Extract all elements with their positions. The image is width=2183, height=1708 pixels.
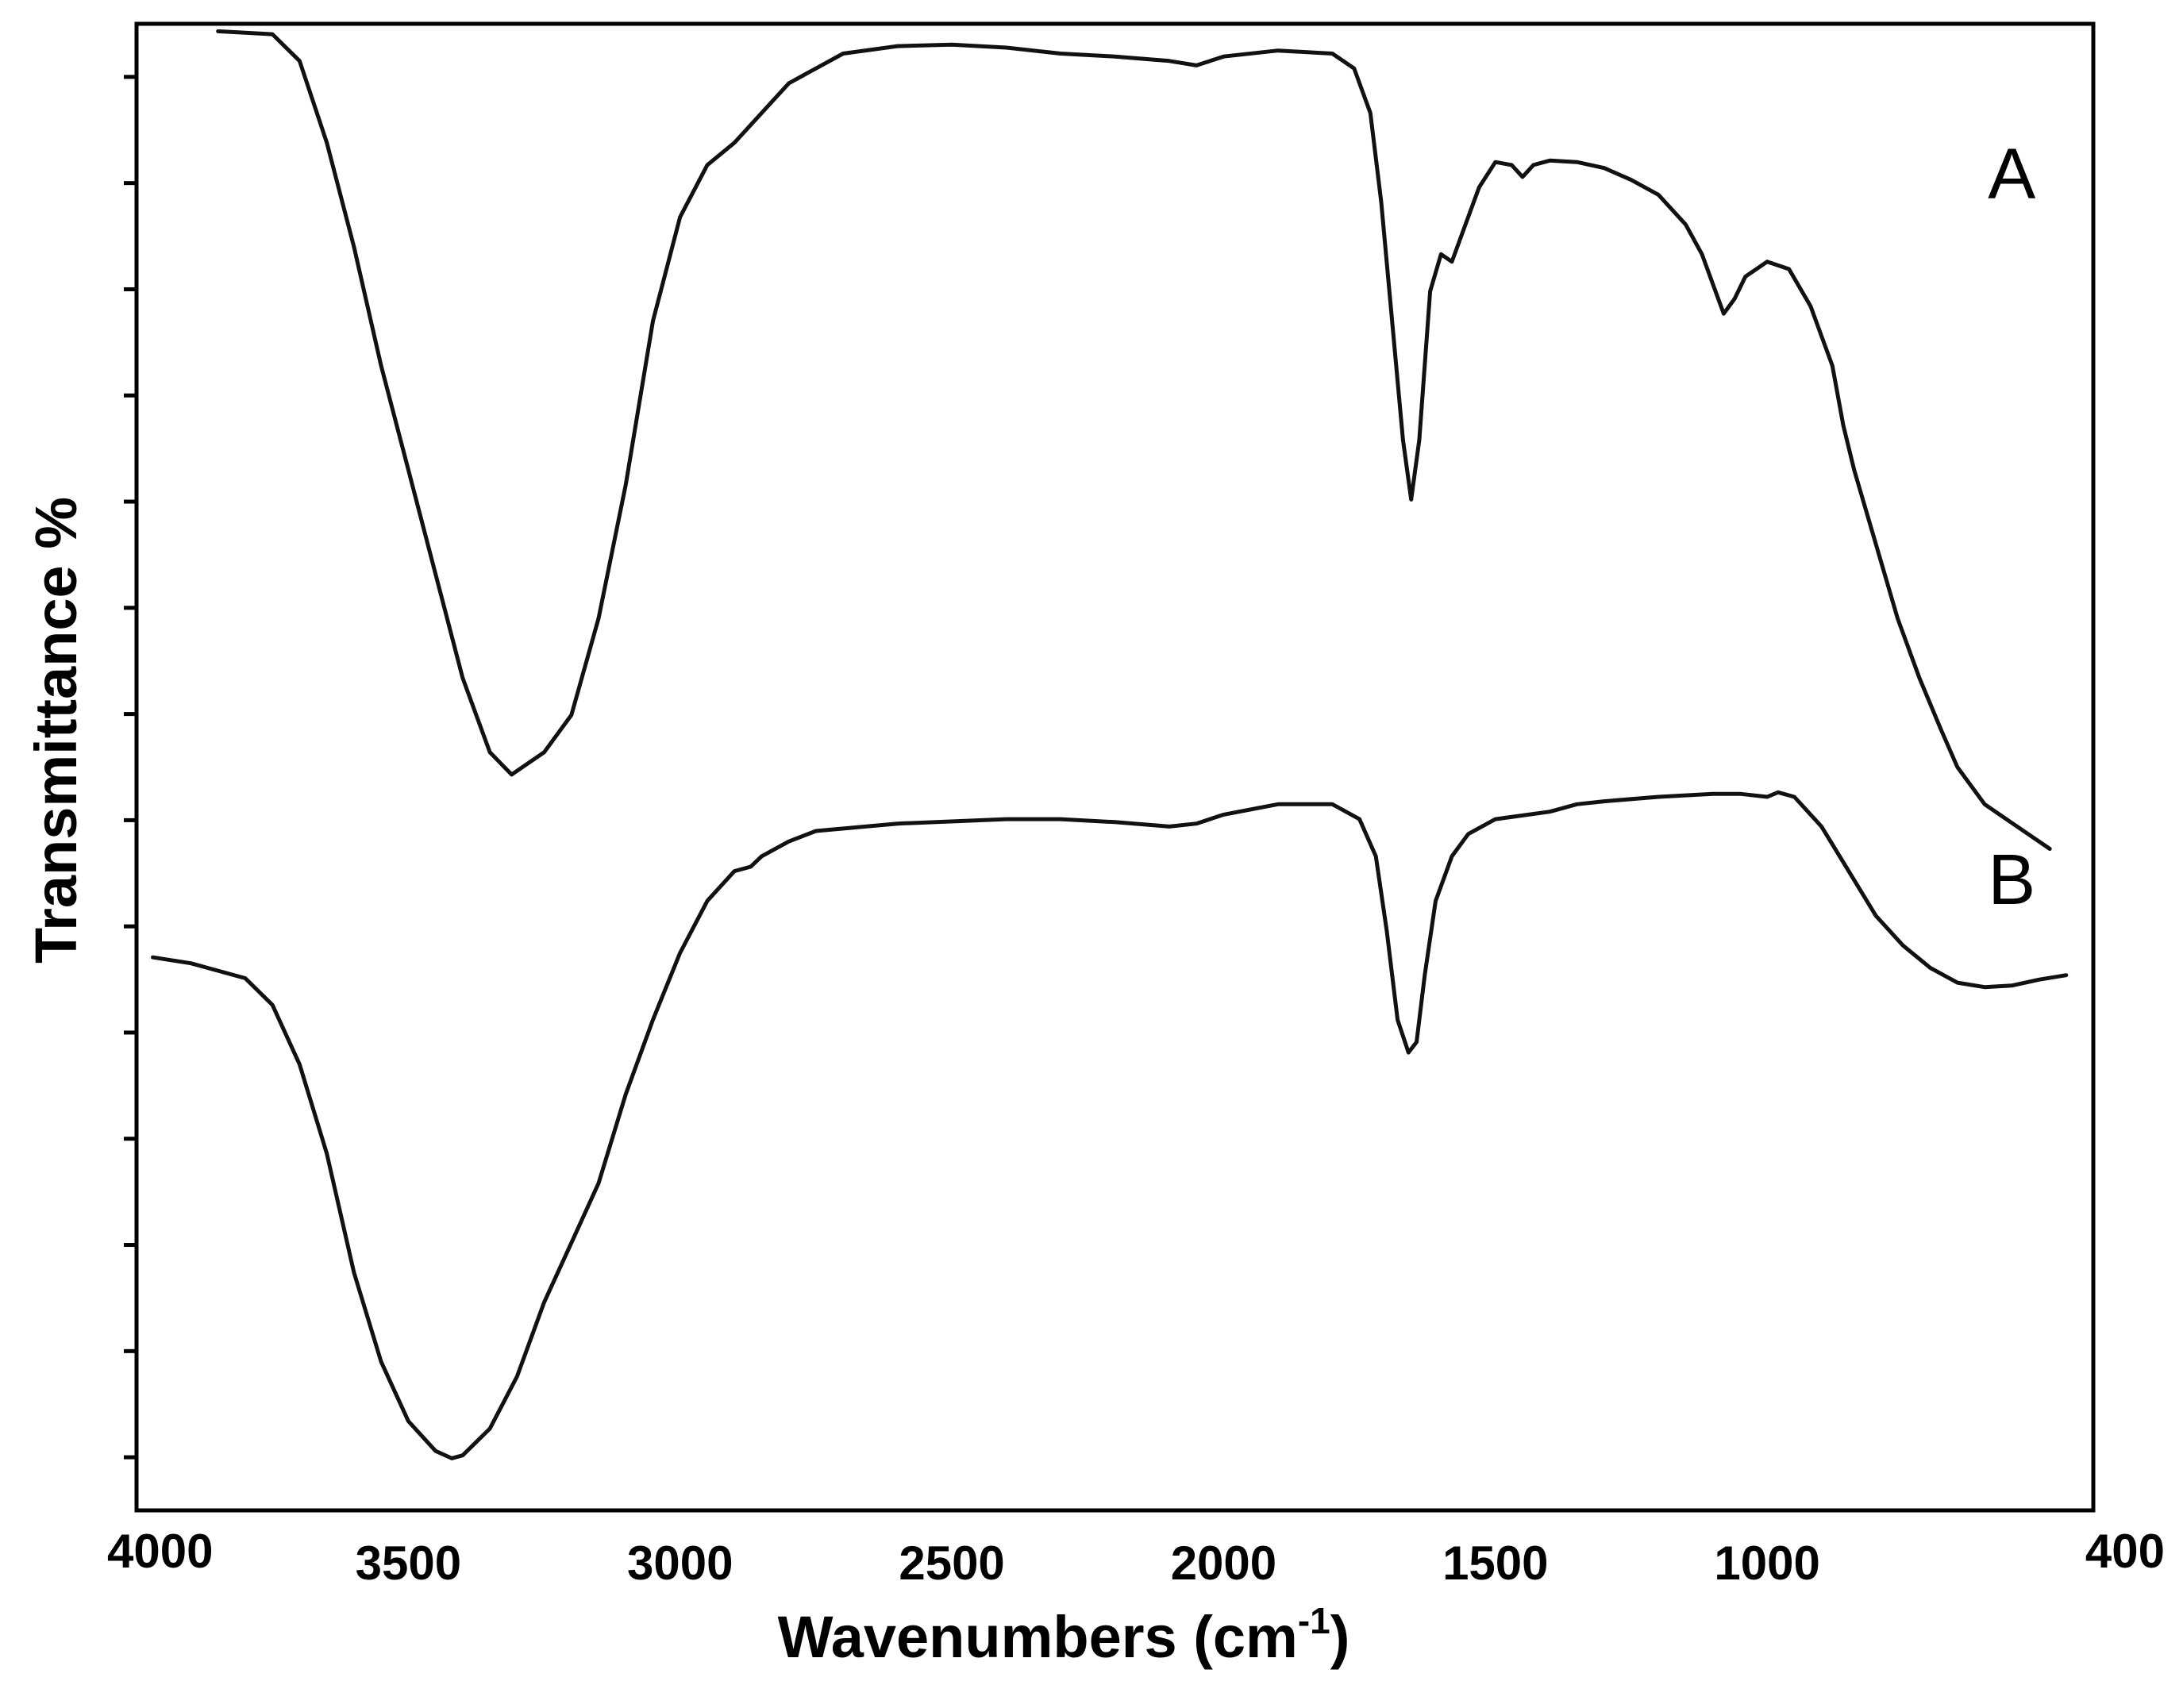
y-axis-ticks [124, 75, 137, 1460]
series-label-b: B [1988, 841, 2035, 920]
series-label-a: A [1988, 134, 2035, 213]
x-tick-label: 3500 [356, 1537, 461, 1590]
x-axis-title-main: Wavenumbers (cm [778, 1604, 1298, 1670]
y-axis-title: Transmittance % [23, 497, 89, 964]
series-layer [151, 29, 2069, 1460]
x-tick-label: 400 [2085, 1525, 2165, 1578]
x-tick-label: 4000 [107, 1525, 213, 1578]
plot-frame [134, 21, 2096, 1513]
x-tick-label: 1500 [1442, 1537, 1548, 1590]
x-tick-label: 2500 [899, 1537, 1004, 1590]
x-axis-title-superscript: -1 [1298, 1600, 1330, 1641]
x-tick-label: 2000 [1171, 1537, 1276, 1590]
x-axis-title-close: ) [1330, 1604, 1350, 1670]
series-line-b [151, 790, 2069, 1460]
x-tick-label: 1000 [1714, 1537, 1819, 1590]
annotation-layer: AB [1988, 134, 2035, 920]
x-axis-title: Wavenumbers (cm-1) [778, 1600, 1350, 1670]
x-axis-ticks: 4000 3500 3000 2500 2000 1500 1000 400 [107, 1525, 2165, 1590]
x-tick-label: 3000 [627, 1537, 733, 1590]
series-line-a [216, 29, 2052, 851]
